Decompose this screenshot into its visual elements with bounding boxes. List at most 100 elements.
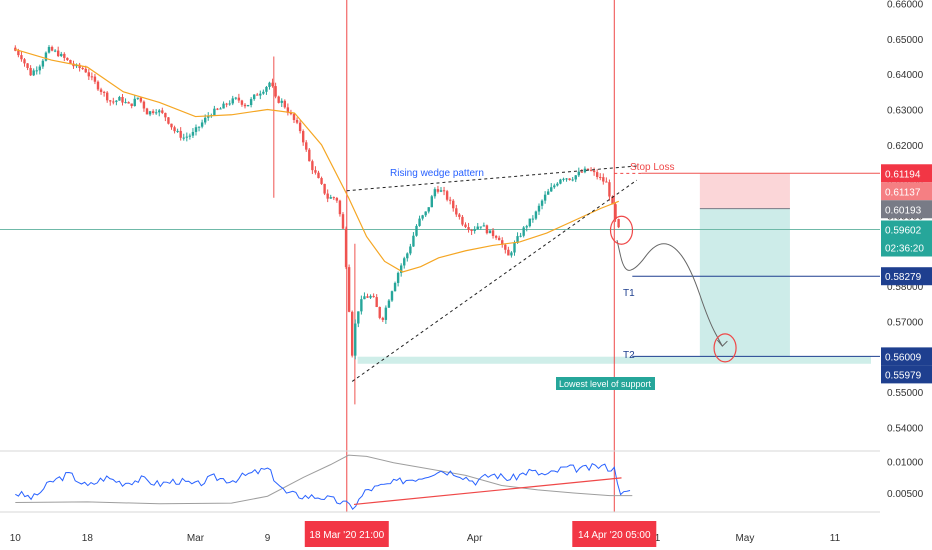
candle-body [133,98,136,107]
candle-body [455,208,458,215]
price-pane[interactable] [0,0,880,512]
candle-body [479,226,483,228]
price-label-box [881,220,932,239]
target-2-label: T2 [623,350,635,361]
candle-body [124,102,127,104]
candle-body [249,99,253,106]
candle-body [231,98,234,104]
candle-body [188,135,192,137]
candle-body [323,183,326,194]
price-label: 0.58279 [885,272,922,283]
candle-body [292,114,296,121]
candle-body [335,197,339,201]
candle-body [458,214,461,217]
candle-body [179,130,182,138]
candle-body [543,194,547,201]
candle-body [320,178,323,184]
oscillator-blue-line [15,463,631,510]
candle-body [507,249,510,256]
price-label-box [881,365,932,384]
candle-body [608,182,611,197]
candle-body [237,97,241,101]
candle-body [136,97,140,99]
time-marker-label-box [572,521,657,547]
stop-loss-zone [699,173,790,209]
candle-body [599,176,602,178]
candle-body [118,97,121,101]
candle-body [66,57,69,61]
oscillator-pane[interactable] [0,454,880,513]
price-label-box [881,267,932,286]
wedge-lower-line [351,179,638,382]
candle-body [274,86,277,97]
candle-body [194,127,198,132]
candle-body [56,50,60,57]
candle-body [240,100,244,105]
candle-body [399,265,403,273]
candle-body [176,130,179,132]
candle-body [53,50,57,52]
candle-body [510,252,513,256]
candle-body [516,236,519,243]
candle-body [252,94,256,100]
candle-body [243,104,247,107]
price-tick-label: 0.57000 [887,317,924,328]
candle-body [617,219,620,228]
candle-body [341,214,345,229]
candle-body [393,282,397,292]
oscillator-axis[interactable]: 0.01000 0.00500 [887,457,924,500]
candle-body [534,211,538,219]
candle-body [488,230,492,234]
time-tick-label: 10 [10,533,22,544]
candle-body [421,215,424,219]
candle-body [553,185,556,188]
candle-body [99,89,103,92]
price-label-box [881,200,932,219]
candle-body [170,123,173,128]
candle-body [540,200,544,206]
support-label-box [556,377,655,390]
price-label: 0.55979 [885,370,922,381]
candle-body [461,216,464,225]
candle-body [148,111,152,115]
candle-body [182,137,185,139]
price-tick-label: 0.66000 [887,0,924,11]
candle-body [329,197,332,199]
candle-body [354,323,357,356]
candle-body [396,272,400,283]
time-tick-label: Apr [467,533,483,544]
candle-body [164,112,167,118]
time-marker-label-box [304,521,389,547]
candle-body [145,108,149,115]
candle-body [44,52,48,61]
candle-body [222,103,225,109]
candle-body [344,228,348,268]
candle-body [225,103,228,105]
candle-body [476,226,479,230]
time-tick-label: 11 [830,533,841,544]
candle-body [482,225,486,227]
candle-body [191,131,195,136]
candle-body [442,190,446,192]
highlight-circle-2 [713,333,737,363]
price-label: 0.59602 [885,225,922,236]
wedge-pattern-label: Rising wedge pattern [390,168,484,179]
price-labels: 18 Mar '20 21:00 14 Apr '20 05:00 0.61194 0… [304,164,932,547]
candle-body [418,218,421,226]
target-1-label: T1 [623,288,635,299]
candle-body [271,82,274,87]
candle-body [105,92,109,101]
candle-body [69,60,72,64]
candle-body [308,149,311,162]
candle-body [550,187,553,192]
candle-body [298,122,302,132]
candle-body [347,267,351,312]
time-marker-label: 18 Mar '20 21:00 [309,530,384,541]
candle-body [494,235,498,238]
candle-body [139,97,143,102]
candle-body [381,317,385,320]
candle-body [470,229,473,231]
candle-body [583,168,587,173]
price-tick-label: 0.65000 [887,35,924,46]
